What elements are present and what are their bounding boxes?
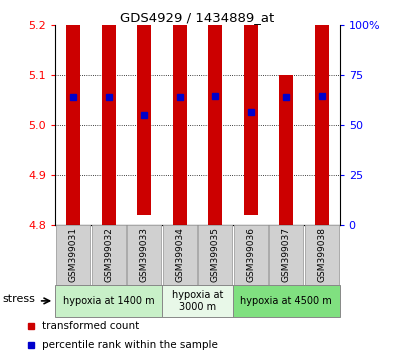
Text: transformed count: transformed count	[42, 321, 139, 331]
Text: GSM399034: GSM399034	[175, 227, 184, 282]
Bar	[162, 285, 233, 317]
Bar	[305, 225, 339, 285]
Text: GSM399032: GSM399032	[104, 227, 113, 282]
Bar	[55, 285, 162, 317]
Text: GSM399036: GSM399036	[246, 227, 255, 282]
Bar	[208, 25, 222, 225]
Text: percentile rank within the sample: percentile rank within the sample	[42, 340, 218, 350]
Text: stress: stress	[3, 294, 36, 304]
Bar	[244, 25, 258, 215]
Bar	[198, 225, 232, 285]
Bar	[102, 25, 116, 225]
Text: GSM399038: GSM399038	[318, 227, 326, 282]
Bar	[127, 225, 161, 285]
Bar	[234, 225, 268, 285]
Text: hypoxia at
3000 m: hypoxia at 3000 m	[172, 290, 223, 312]
Bar	[66, 25, 80, 225]
Text: hypoxia at 4500 m: hypoxia at 4500 m	[241, 296, 332, 306]
Bar	[163, 225, 197, 285]
Text: GSM399035: GSM399035	[211, 227, 220, 282]
Text: GSM399033: GSM399033	[140, 227, 149, 282]
Bar	[279, 75, 293, 225]
Bar	[92, 225, 126, 285]
Bar	[173, 25, 187, 225]
Text: hypoxia at 1400 m: hypoxia at 1400 m	[63, 296, 154, 306]
Bar	[137, 25, 151, 215]
Bar	[269, 225, 303, 285]
Bar	[315, 25, 329, 225]
Text: GSM399031: GSM399031	[69, 227, 77, 282]
Title: GDS4929 / 1434889_at: GDS4929 / 1434889_at	[120, 11, 275, 24]
Bar	[233, 285, 340, 317]
Bar	[56, 225, 90, 285]
Text: GSM399037: GSM399037	[282, 227, 291, 282]
